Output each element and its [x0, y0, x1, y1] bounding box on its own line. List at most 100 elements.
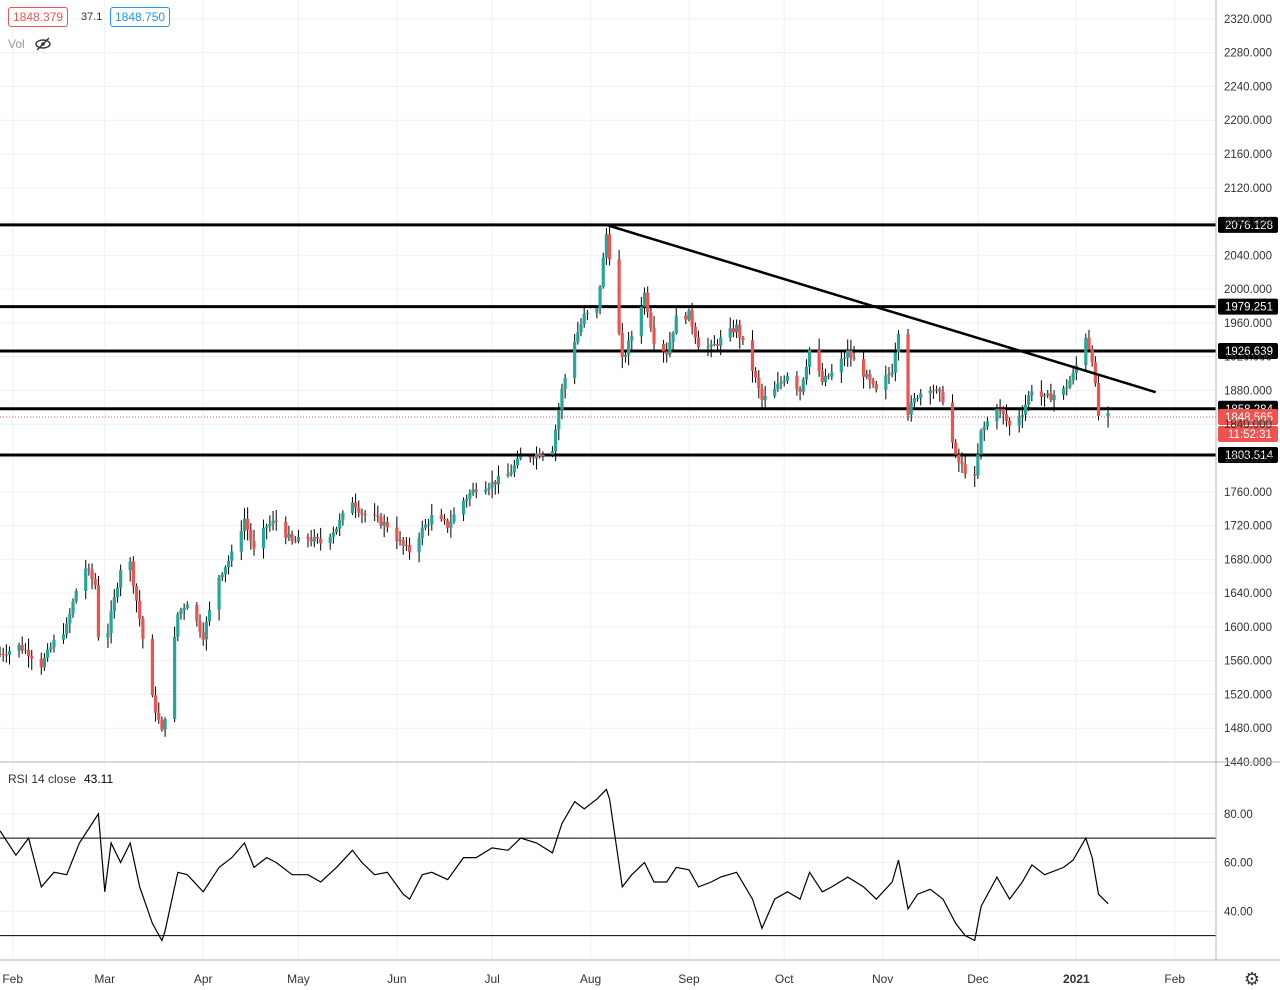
candle-body [1062, 388, 1066, 395]
x-tick-label: Nov [872, 972, 893, 986]
y-tick-label: 1520.000 [1224, 689, 1272, 701]
candle-body [1023, 404, 1028, 415]
candle-body [1049, 393, 1053, 401]
gear-icon[interactable]: ⚙ [1243, 969, 1260, 989]
y-tick-label: 1760.000 [1224, 487, 1272, 499]
candle-body [353, 502, 358, 508]
candle-body [252, 540, 256, 549]
candle-body [198, 620, 202, 632]
candle-body [0, 653, 2, 655]
candle-body [42, 657, 47, 668]
candle-body [515, 458, 520, 466]
candle-body [20, 644, 24, 651]
level-price-box [1218, 216, 1278, 233]
candle-body [4, 654, 8, 656]
candle-body [998, 408, 1002, 410]
candle-body [861, 359, 866, 377]
candle-body [915, 397, 920, 399]
candle-body [115, 587, 120, 598]
candle-body [379, 516, 383, 526]
candle-body [268, 523, 272, 527]
y-tick-label: 1480.000 [1224, 723, 1272, 735]
trendline[interactable] [606, 223, 1157, 394]
candle-body [808, 349, 812, 367]
candle-body [449, 521, 453, 528]
candle-body [134, 586, 139, 601]
candle-body [674, 315, 678, 334]
x-tick-label: Feb [2, 972, 23, 986]
candle-body [928, 390, 932, 394]
candle-body [506, 474, 510, 476]
candle-body [439, 514, 443, 520]
candle-body [684, 315, 688, 320]
candle-body [1017, 416, 1021, 426]
trendline-line[interactable] [606, 223, 1157, 394]
bid-price-box[interactable]: 1848.379 [8, 7, 69, 27]
candle-body [338, 519, 342, 529]
candle-body [112, 597, 116, 612]
candle-body [630, 336, 634, 341]
candle-body [157, 712, 161, 720]
y-tick-label: 2280.000 [1224, 48, 1272, 60]
candle-body [865, 374, 869, 377]
candle-body [538, 453, 542, 457]
x-tick-label: May [287, 972, 310, 986]
candle-body [690, 310, 694, 327]
candle-body [1030, 391, 1034, 396]
level-price-label: 2076.128 [1225, 220, 1273, 232]
candle-body [350, 502, 355, 514]
candle-body [1096, 383, 1101, 416]
candle-body [315, 536, 320, 539]
level-price-label: 1979.251 [1225, 302, 1273, 314]
candle-body [373, 514, 377, 516]
candle-body [528, 456, 532, 458]
candle-body [709, 344, 713, 347]
candle-body [471, 489, 475, 494]
candle-body [1052, 394, 1056, 401]
candle-body [554, 429, 558, 452]
candle-body [284, 521, 288, 538]
y-tick-label: 1840.000 [1224, 419, 1272, 431]
y-tick-label: 1720.000 [1224, 521, 1272, 533]
candle-body [173, 636, 177, 720]
candle-body [541, 454, 545, 457]
candle-body [207, 609, 212, 622]
candle-body [712, 344, 716, 346]
candle-body [661, 343, 666, 352]
candle-body [509, 472, 513, 475]
candle-body [93, 579, 97, 586]
candle-body [446, 520, 450, 528]
candle-body [750, 340, 755, 371]
candle-body [242, 518, 247, 532]
candle-body [976, 454, 980, 476]
candle-body [407, 544, 412, 553]
candle-body [804, 366, 809, 380]
candle-body [795, 375, 799, 390]
candle-body [452, 514, 456, 522]
candle-body [607, 234, 612, 260]
candle-body [941, 391, 945, 403]
candle-body [163, 719, 167, 730]
candle-body [893, 352, 897, 373]
candle-body [401, 539, 405, 546]
candle-body [604, 234, 609, 258]
y-tick-label: 2040.000 [1224, 250, 1272, 262]
candle-body [96, 585, 101, 638]
y-tick-label: 1680.000 [1224, 554, 1272, 566]
eye-crossed-icon[interactable] [34, 35, 52, 53]
last-price-box [1218, 408, 1278, 425]
ask-price-box[interactable]: 1848.750 [110, 7, 171, 27]
candle-body [74, 590, 78, 602]
candle-body [417, 538, 421, 553]
candle-body [1004, 414, 1009, 421]
candle-body [557, 409, 561, 430]
candle-body [420, 527, 424, 539]
candle-body [738, 324, 742, 338]
level-price-label: 1803.514 [1225, 450, 1274, 462]
x-tick-label: Sep [678, 972, 700, 986]
candle-body [274, 520, 278, 522]
candle-body [328, 536, 332, 544]
candle-body [995, 408, 999, 422]
candle-body [39, 658, 43, 668]
